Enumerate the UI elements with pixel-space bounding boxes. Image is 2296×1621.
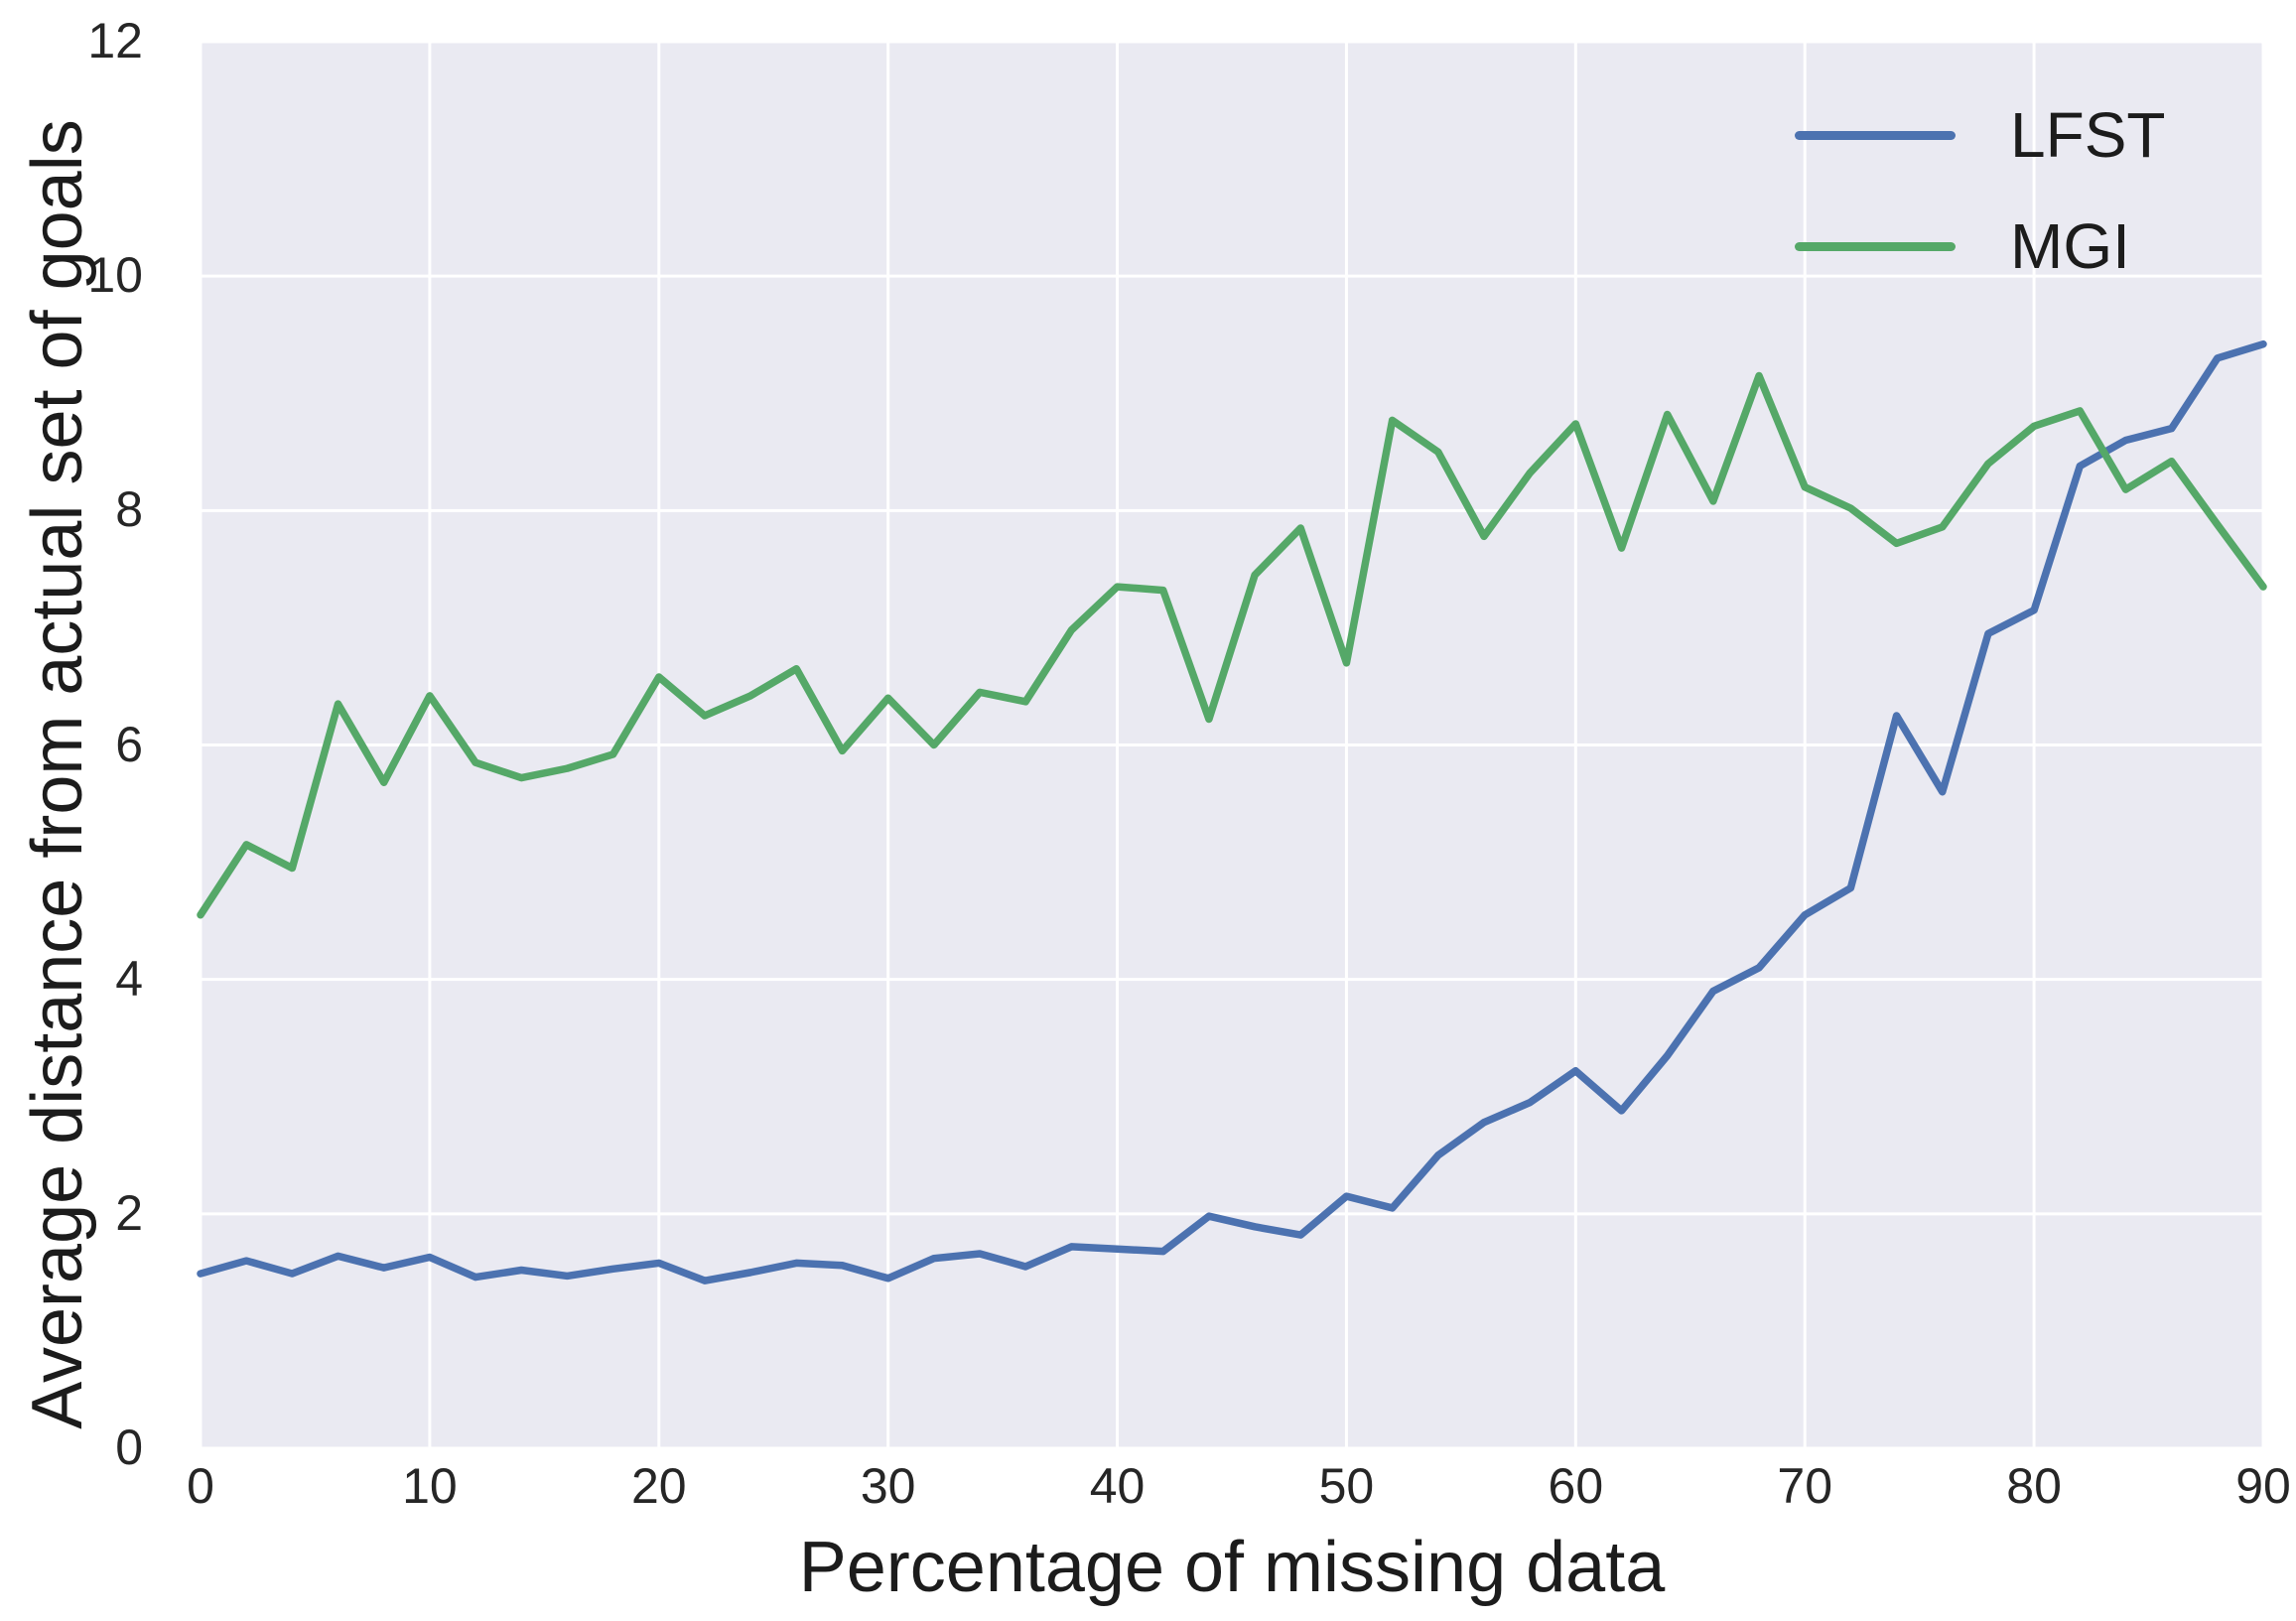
series-line-lfst <box>197 339 2267 1284</box>
x-tick-label: 90 <box>2235 1458 2291 1514</box>
x-tick-label: 50 <box>1318 1458 1375 1514</box>
legend-label-mgi: MGI <box>2010 210 2130 282</box>
x-axis-title: Percentage of missing data <box>798 1528 1666 1607</box>
x-tick-label: 60 <box>1548 1458 1604 1514</box>
x-tick-label: 40 <box>1089 1458 1146 1514</box>
y-tick-label: 10 <box>87 246 143 303</box>
y-tick-label: 4 <box>115 950 143 1007</box>
legend-label-lfst: LFST <box>2010 99 2166 171</box>
x-tick-label: 30 <box>860 1458 916 1514</box>
y-tick-label: 6 <box>115 716 143 772</box>
y-tick-label: 0 <box>115 1418 143 1475</box>
y-axis-tick-labels: 0 2 4 6 8 10 12 <box>0 0 171 1621</box>
mgi-line-swatch <box>1795 241 1956 251</box>
x-tick-label: 10 <box>402 1458 458 1514</box>
series-line-mgi <box>197 371 2267 919</box>
y-tick-label: 8 <box>115 481 143 538</box>
y-axis-title: Average distance from actual set of goal… <box>18 119 97 1429</box>
y-tick-label: 12 <box>87 12 143 68</box>
x-tick-label: 80 <box>2006 1458 2062 1514</box>
lfst-line-swatch <box>1795 130 1956 140</box>
x-tick-label: 20 <box>630 1458 687 1514</box>
legend-entry-mgi: MGI <box>1795 191 2165 302</box>
legend-entry-lfst: LFST <box>1795 79 2165 191</box>
x-tick-label: 70 <box>1777 1458 1833 1514</box>
y-tick-label: 2 <box>115 1184 143 1241</box>
legend: LFST MGI <box>1795 79 2165 302</box>
x-tick-label: 0 <box>187 1458 214 1514</box>
